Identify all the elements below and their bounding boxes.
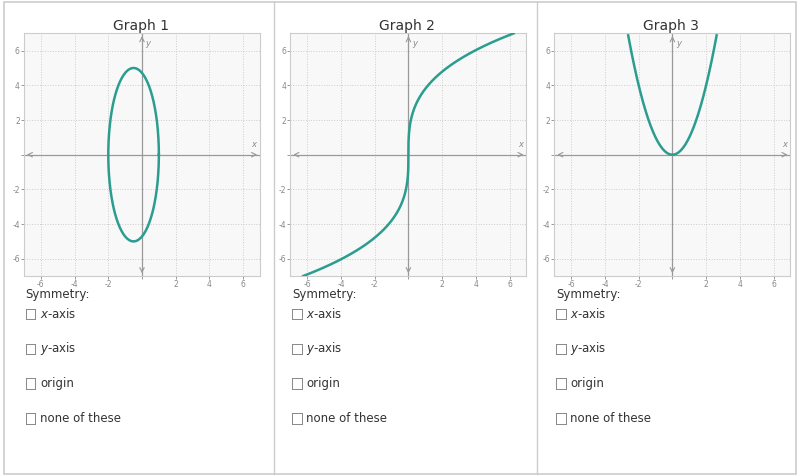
Text: origin: origin xyxy=(40,377,74,390)
Text: Graph 1: Graph 1 xyxy=(113,19,169,33)
Text: x: x xyxy=(252,139,257,149)
Text: none of these: none of these xyxy=(40,412,121,425)
Text: y: y xyxy=(412,39,417,48)
Text: origin: origin xyxy=(306,377,340,390)
Text: y: y xyxy=(146,39,150,48)
Text: Symmetry:: Symmetry: xyxy=(292,288,357,301)
Text: Symmetry:: Symmetry: xyxy=(556,288,621,301)
Text: Graph 2: Graph 2 xyxy=(379,19,435,33)
Text: none of these: none of these xyxy=(306,412,387,425)
Text: $\it{x}$-axis: $\it{x}$-axis xyxy=(570,307,607,321)
Text: origin: origin xyxy=(570,377,604,390)
Text: $\it{y}$-axis: $\it{y}$-axis xyxy=(306,340,343,357)
Text: x: x xyxy=(782,139,787,149)
Text: none of these: none of these xyxy=(570,412,651,425)
Text: x: x xyxy=(518,139,523,149)
Text: $\it{y}$-axis: $\it{y}$-axis xyxy=(40,340,77,357)
Text: $\it{y}$-axis: $\it{y}$-axis xyxy=(570,340,607,357)
Text: Graph 3: Graph 3 xyxy=(643,19,699,33)
Text: $\it{x}$-axis: $\it{x}$-axis xyxy=(40,307,77,321)
Text: Symmetry:: Symmetry: xyxy=(26,288,90,301)
Text: y: y xyxy=(676,39,681,48)
Text: $\it{x}$-axis: $\it{x}$-axis xyxy=(306,307,343,321)
